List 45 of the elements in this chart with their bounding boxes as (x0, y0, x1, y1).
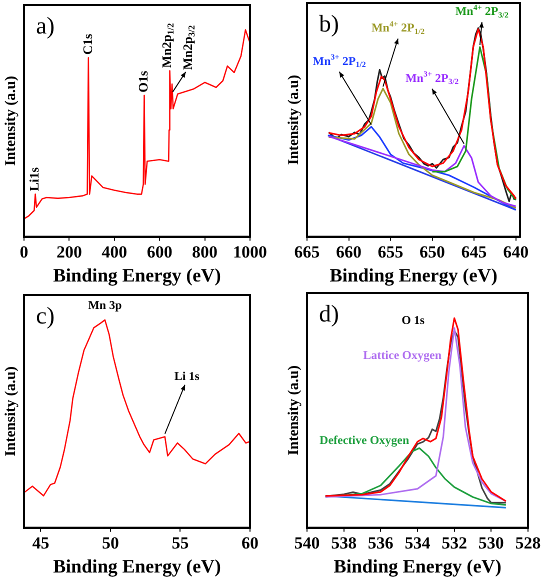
y-axis-title: Intensity (a.u) (286, 74, 302, 165)
annotation: O 1s (402, 313, 425, 328)
x-tick-label: 538 (331, 533, 357, 552)
x-tick-label: 530 (478, 533, 504, 552)
annotation: a) (36, 13, 55, 40)
x-tick-label: 1000 (233, 242, 267, 262)
annotation: Li1s (26, 167, 42, 192)
annotation: Mn 3p (88, 298, 122, 312)
x-tick-label: 400 (102, 242, 128, 262)
x-tick-label: 534 (404, 533, 431, 552)
x-tick-label: 532 (442, 533, 468, 552)
annotation: d) (319, 301, 339, 328)
series-label: Defective Oxygen (320, 433, 410, 448)
x-tick-label: 0 (20, 242, 28, 262)
x-axis-title: Binding Energy (eV) (330, 266, 498, 287)
annotation: c) (36, 303, 55, 330)
annotation: Mn2p3/2 (180, 24, 197, 70)
x-axis-title: Binding Energy (eV) (53, 556, 221, 578)
y-axis-title: Intensity (a.u) (286, 365, 302, 456)
annotation: b) (319, 11, 339, 38)
annotation: O1s (136, 70, 151, 92)
annotation: C1s (80, 34, 95, 55)
x-tick-label: 640 (503, 242, 529, 262)
x-tick-label: 540 (294, 533, 320, 552)
x-tick-label: 528 (515, 533, 541, 552)
x-tick-label: 60 (242, 533, 258, 552)
x-tick-label: 536 (368, 533, 394, 552)
x-tick-label: 45 (32, 533, 50, 552)
x-tick-label: 650 (420, 242, 446, 262)
x-tick-label: 655 (378, 242, 404, 262)
x-tick-label: 665 (294, 242, 320, 262)
annotation: Mn2p1/2 (159, 22, 176, 68)
x-axis-title: Binding Energy (eV) (53, 266, 221, 287)
x-tick-label: 660 (336, 242, 362, 262)
annotation: Li 1s (174, 368, 200, 383)
y-axis-title: Intensity (a.u) (2, 366, 19, 456)
x-tick-label: 55 (172, 533, 189, 552)
x-tick-label: 800 (192, 242, 218, 262)
x-tick-label: 200 (56, 242, 82, 262)
x-axis-title: Binding Energy (eV) (334, 556, 502, 578)
x-tick-label: 50 (102, 533, 119, 552)
x-tick-label: 600 (146, 242, 172, 262)
y-axis-title: Intensity (a.u) (2, 76, 19, 166)
x-tick-label: 645 (461, 242, 487, 262)
series-label: Lattice Oxygen (363, 348, 442, 362)
